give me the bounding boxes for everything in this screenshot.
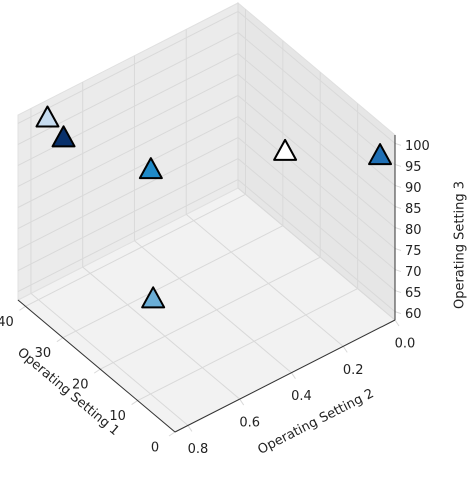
x-tick-label: 40 [0, 315, 14, 330]
z-tick-label: 75 [405, 244, 422, 259]
z-tick-label: 95 [405, 160, 422, 175]
z-tick-label: 85 [405, 202, 422, 217]
tick-mark [239, 398, 245, 406]
tick-mark [394, 290, 402, 294]
z-tick-label: 100 [405, 139, 430, 154]
tick-mark [342, 346, 348, 353]
tick-mark [93, 368, 101, 374]
grid-line [100, 256, 321, 370]
grid-line [237, 179, 396, 312]
grid-line [237, 11, 396, 144]
grid-line [62, 225, 284, 339]
tick-mark [394, 142, 402, 146]
y-axis-label: Operating Setting 2 [256, 386, 377, 458]
grid-line [237, 187, 396, 321]
y-tick-label: 0.0 [395, 337, 416, 352]
tick-mark [394, 311, 402, 315]
z-tick-label: 70 [405, 265, 422, 280]
grid-line [25, 193, 246, 307]
grid-line [237, 95, 396, 228]
tick-mark [394, 206, 402, 209]
z-tick-label: 60 [405, 307, 422, 322]
y-tick-label: 0.8 [188, 442, 209, 457]
x-tick-label: 0 [151, 441, 159, 456]
x-tick-label: 10 [109, 409, 126, 424]
grid-line [17, 74, 239, 187]
tick-mark [131, 400, 138, 405]
axis-line [174, 319, 396, 433]
tick-mark [394, 319, 400, 327]
y-tick-label: 0.6 [239, 416, 260, 431]
z-tick-label: 90 [405, 181, 422, 196]
grid-line [82, 266, 241, 400]
grid-line [17, 10, 239, 124]
grid-line [237, 116, 396, 249]
data-point [273, 138, 298, 161]
x-tick-label: 30 [35, 346, 52, 361]
data-point [141, 286, 166, 309]
grid-line [137, 288, 358, 402]
tick-mark [19, 305, 26, 311]
grid-line [237, 74, 396, 207]
grid-line [134, 240, 292, 374]
tick-mark [394, 269, 402, 273]
tick-mark [168, 431, 176, 437]
grid-line [185, 213, 344, 347]
grid-line [17, 95, 239, 208]
data-point [51, 125, 76, 148]
y-tick-label: 0.4 [291, 389, 312, 404]
grid-line [237, 158, 396, 291]
tick-mark [394, 227, 402, 230]
grid-line [17, 179, 239, 293]
tick-mark [187, 425, 193, 432]
tick-mark [56, 337, 64, 343]
axis-line [17, 299, 176, 433]
grid-line [237, 32, 396, 165]
y-tick-label: 0.2 [343, 363, 364, 378]
z-tick-label: 80 [405, 223, 422, 238]
grid-line [237, 137, 396, 270]
data-point [35, 105, 60, 128]
grid-line [17, 158, 239, 272]
grid-line [17, 116, 239, 229]
z-tick-label: 65 [405, 286, 422, 301]
z-axis-label: Operating Setting 3 [453, 181, 468, 309]
tick-mark [394, 184, 402, 188]
grid-line [30, 293, 189, 426]
tick-mark [394, 248, 402, 251]
data-point [138, 157, 163, 180]
grid-line [17, 137, 239, 250]
tick-mark [291, 372, 296, 379]
x-tick-label: 20 [72, 378, 89, 393]
tick-mark [394, 163, 402, 167]
data-point [368, 143, 393, 166]
